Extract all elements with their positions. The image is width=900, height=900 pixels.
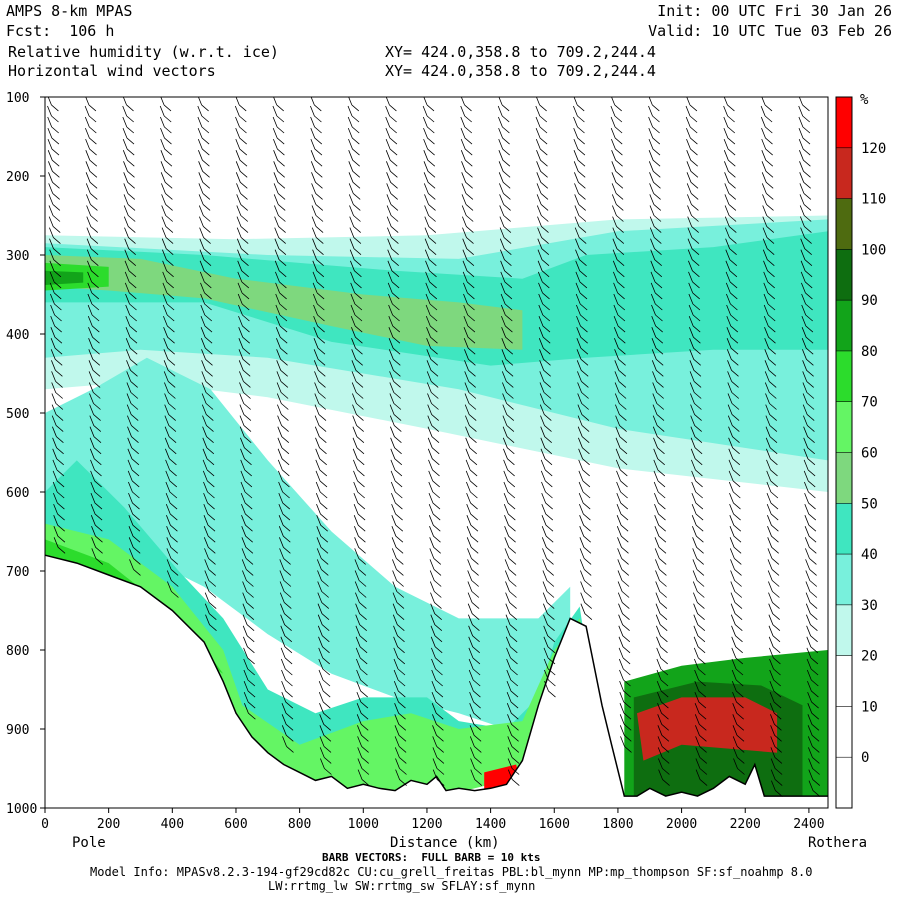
x-tick-label: 600: [224, 817, 247, 832]
x-endpoint-right: Rothera: [808, 835, 867, 851]
x-tick-label: 200: [97, 817, 120, 832]
wind-barb-column: [573, 97, 593, 621]
wind-barb-column: [47, 97, 66, 554]
colorbar-swatch: [836, 706, 852, 758]
model-info: Model Info: MPASv8.2.3-194-gf29cd82c CU:…: [90, 865, 813, 879]
wind-barb-column: [422, 97, 445, 786]
y-axis: 100 200 300 400 500 600 700 800 900 1000: [6, 91, 45, 817]
terrain-mask: [45, 555, 828, 808]
x-tick-label: 2200: [730, 817, 761, 832]
y-tick-label: 400: [6, 328, 29, 343]
colorbar-label: 20: [861, 649, 878, 665]
rh-band-110-rothera: [637, 697, 778, 761]
x-tick-label: 800: [288, 817, 311, 832]
y-tick-label: 600: [6, 486, 29, 501]
plot-frame: [44, 96, 829, 809]
x-endpoint-left: Pole: [72, 835, 106, 851]
colorbar-label: 120: [861, 141, 886, 157]
x-tick-label: 1400: [475, 817, 506, 832]
y-tick-label: 700: [6, 565, 29, 580]
colorbar-unit: %: [860, 92, 869, 108]
wind-barb-column: [272, 97, 294, 753]
x-tick-label: 400: [161, 817, 184, 832]
rh-band-80: [45, 270, 84, 285]
y-tick-label: 100: [6, 91, 29, 106]
wind-barb-column: [610, 97, 632, 753]
wind-barb-column: [122, 97, 141, 576]
colorbar-swatch: [836, 350, 852, 402]
model-info-2: LW:rrtmg_lw SW:rrtmg_sw SFLAY:sf_mynn: [268, 879, 536, 893]
x-tick-label: 1000: [348, 817, 379, 832]
x-tick-label: 1200: [411, 817, 442, 832]
wind-barb-column: [159, 97, 179, 598]
colorbar-swatch: [836, 655, 852, 707]
rh-band-40-low: [45, 357, 571, 729]
colorbar-label: 50: [861, 496, 878, 512]
colorbar-swatch: [836, 198, 852, 250]
colorbar-label: 60: [861, 446, 878, 462]
xy-range-2: XY= 424.0,358.8 to 709.2,244.4: [385, 62, 656, 80]
wind-barb-column: [197, 97, 217, 632]
wind-barb-column: [648, 97, 670, 786]
wind-barb-column: [497, 97, 520, 786]
wind-barb-column: [798, 97, 821, 797]
colorbar-label: 110: [861, 192, 886, 208]
colorbar-label: 0: [861, 750, 869, 766]
y-tick-label: 1000: [6, 802, 37, 817]
wind-barb-column: [535, 97, 556, 698]
colorbar-swatch: [836, 97, 852, 148]
wind-barb-column: [347, 97, 370, 786]
rh-band-50-low: [45, 460, 587, 777]
colorbar-swatch: [836, 147, 852, 199]
wind-barbs: [47, 97, 821, 797]
colorbar-label: 30: [861, 598, 878, 614]
wind-barb-column: [460, 97, 483, 786]
terrain-line: [44, 554, 828, 797]
colorbar-swatch: [836, 452, 852, 504]
field-title-1: Relative humidity (w.r.t. ice): [8, 43, 279, 61]
colorbar-label: 10: [861, 699, 878, 715]
colorbar-swatch: [836, 503, 852, 555]
wind-barb-column: [385, 97, 407, 786]
colorbar-label: 100: [861, 242, 886, 258]
wind-barb-column: [685, 97, 708, 786]
x-tick-label: 2000: [666, 817, 697, 832]
colorbar-swatch: [836, 249, 852, 301]
barb-note: BARB VECTORS: FULL BARB = 10 kts: [322, 851, 541, 864]
x-tick-label: 1600: [539, 817, 570, 832]
colorbar-swatch: [836, 757, 852, 808]
y-tick-label: 300: [6, 249, 29, 264]
colorbar-swatch: [836, 300, 852, 351]
colorbar-swatch: [836, 604, 852, 656]
y-tick-label: 900: [6, 723, 29, 738]
wind-barb-column: [760, 97, 783, 797]
x-tick-label: 0: [41, 817, 49, 832]
x-tick-label: 1800: [602, 817, 633, 832]
colorbar-label: 80: [861, 344, 878, 360]
y-tick-label: 200: [6, 170, 29, 185]
wind-barb-column: [84, 97, 104, 565]
colorbar-label: 90: [861, 293, 878, 309]
colorbar-swatch: [836, 554, 852, 605]
valid-time: Valid: 10 UTC Tue 03 Feb 26: [648, 22, 892, 40]
colorbar-label: 40: [861, 547, 878, 563]
forecast-hour: Fcst: 106 h: [6, 22, 115, 40]
wind-barb-column: [723, 97, 745, 775]
wind-barb-column: [310, 97, 332, 775]
field-title-2: Horizontal wind vectors: [8, 62, 216, 80]
colorbar-swatch: [836, 401, 852, 453]
colorbar-label: 70: [861, 395, 878, 411]
x-axis-label: Distance (km): [390, 835, 500, 851]
rh-band-60: [45, 255, 523, 350]
x-tick-label: 2400: [793, 817, 824, 832]
init-time: Init: 00 UTC Fri 30 Jan 26: [657, 2, 892, 20]
xy-range-1: XY= 424.0,358.8 to 709.2,244.4: [385, 43, 656, 61]
x-axis: 0 200 400 600 800 1000 1200 1400 1600 1800 2000 220…: [41, 808, 825, 832]
wind-barb-column: [234, 97, 256, 720]
model-title: AMPS 8-km MPAS: [6, 2, 133, 20]
y-tick-label: 500: [6, 407, 29, 422]
y-tick-label: 800: [6, 644, 29, 659]
